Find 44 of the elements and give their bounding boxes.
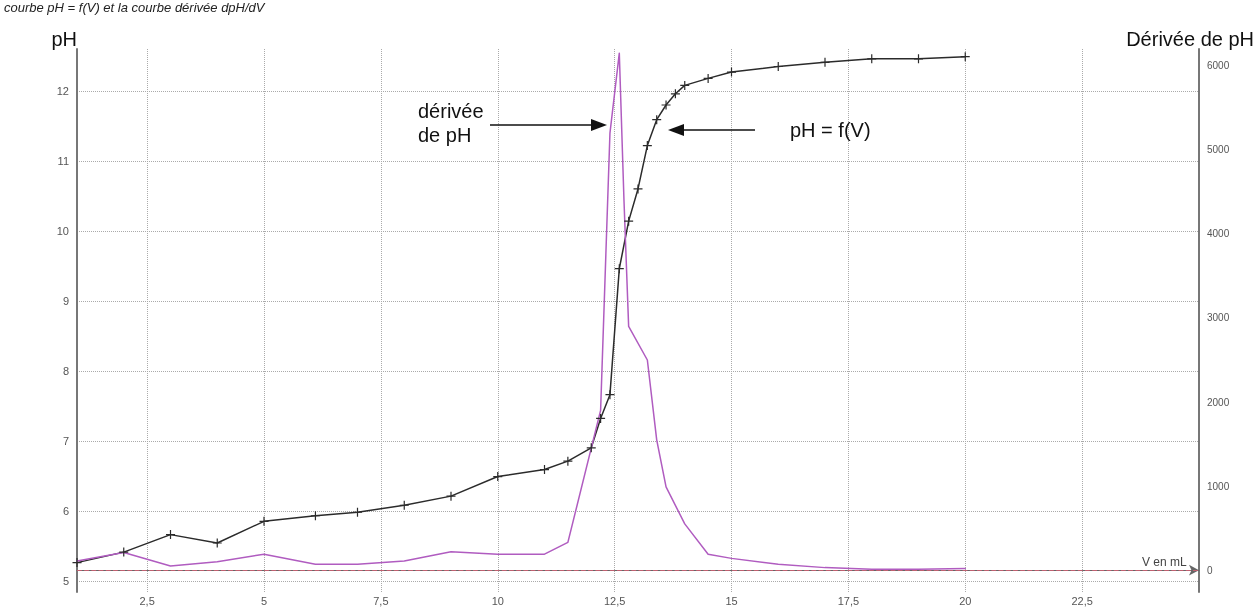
point (562, 456, 573, 467)
x-tick-label: 7,5 (373, 594, 389, 607)
y-tick-label: 8 (62, 364, 69, 377)
point (445, 491, 457, 502)
annotation: pH = f(V) (790, 118, 871, 142)
y-tick-label: 5 (62, 574, 69, 587)
x-tick-label: 12,5 (603, 594, 626, 607)
x-tick-label: 20 (959, 594, 972, 607)
point (604, 389, 616, 400)
x-tick-label: 17,5 (837, 594, 860, 607)
point (623, 216, 634, 227)
y2-axis-title: Dérivée de pH (1126, 28, 1254, 50)
x-axis-title: V en mL (1142, 555, 1188, 570)
y2-tick-label: 3000 (1207, 312, 1230, 324)
y2-tick-label: 1000 (1207, 480, 1230, 492)
point (118, 547, 129, 558)
point (586, 442, 597, 453)
point (726, 66, 737, 78)
x-tick-label: 22,5 (1071, 594, 1093, 607)
y2-tick-label: 5000 (1207, 144, 1230, 156)
y-tick-label: 10 (56, 224, 69, 237)
y-tick-label: 9 (62, 294, 69, 307)
y2-tick-label: 0 (1207, 564, 1213, 576)
y2-tick-label: 6000 (1207, 60, 1230, 72)
annotation: dérivée de pH (418, 99, 484, 147)
y-tick-label: 6 (62, 504, 69, 517)
x-tick-label: 5 (260, 594, 268, 607)
point (660, 99, 672, 111)
y-axis-title: pH (51, 28, 77, 50)
point (632, 183, 644, 195)
chart-title: courbe pH = f(V) et la courbe dérivée dpH/dV (4, 0, 265, 15)
x-tick-label: 15 (725, 594, 738, 607)
y2-tick-label: 4000 (1207, 228, 1230, 240)
point (819, 57, 831, 68)
y-tick-label: 12 (56, 84, 69, 97)
point (71, 557, 83, 568)
point (703, 73, 714, 84)
x-tick-label: 10 (491, 594, 504, 607)
y-tick-label: 11 (57, 154, 69, 167)
x-tick-label: 2,5 (139, 594, 155, 607)
y-tick-label: 7 (62, 434, 69, 447)
y2-tick-label: 2000 (1207, 396, 1230, 408)
point (212, 537, 223, 549)
point (258, 516, 270, 527)
